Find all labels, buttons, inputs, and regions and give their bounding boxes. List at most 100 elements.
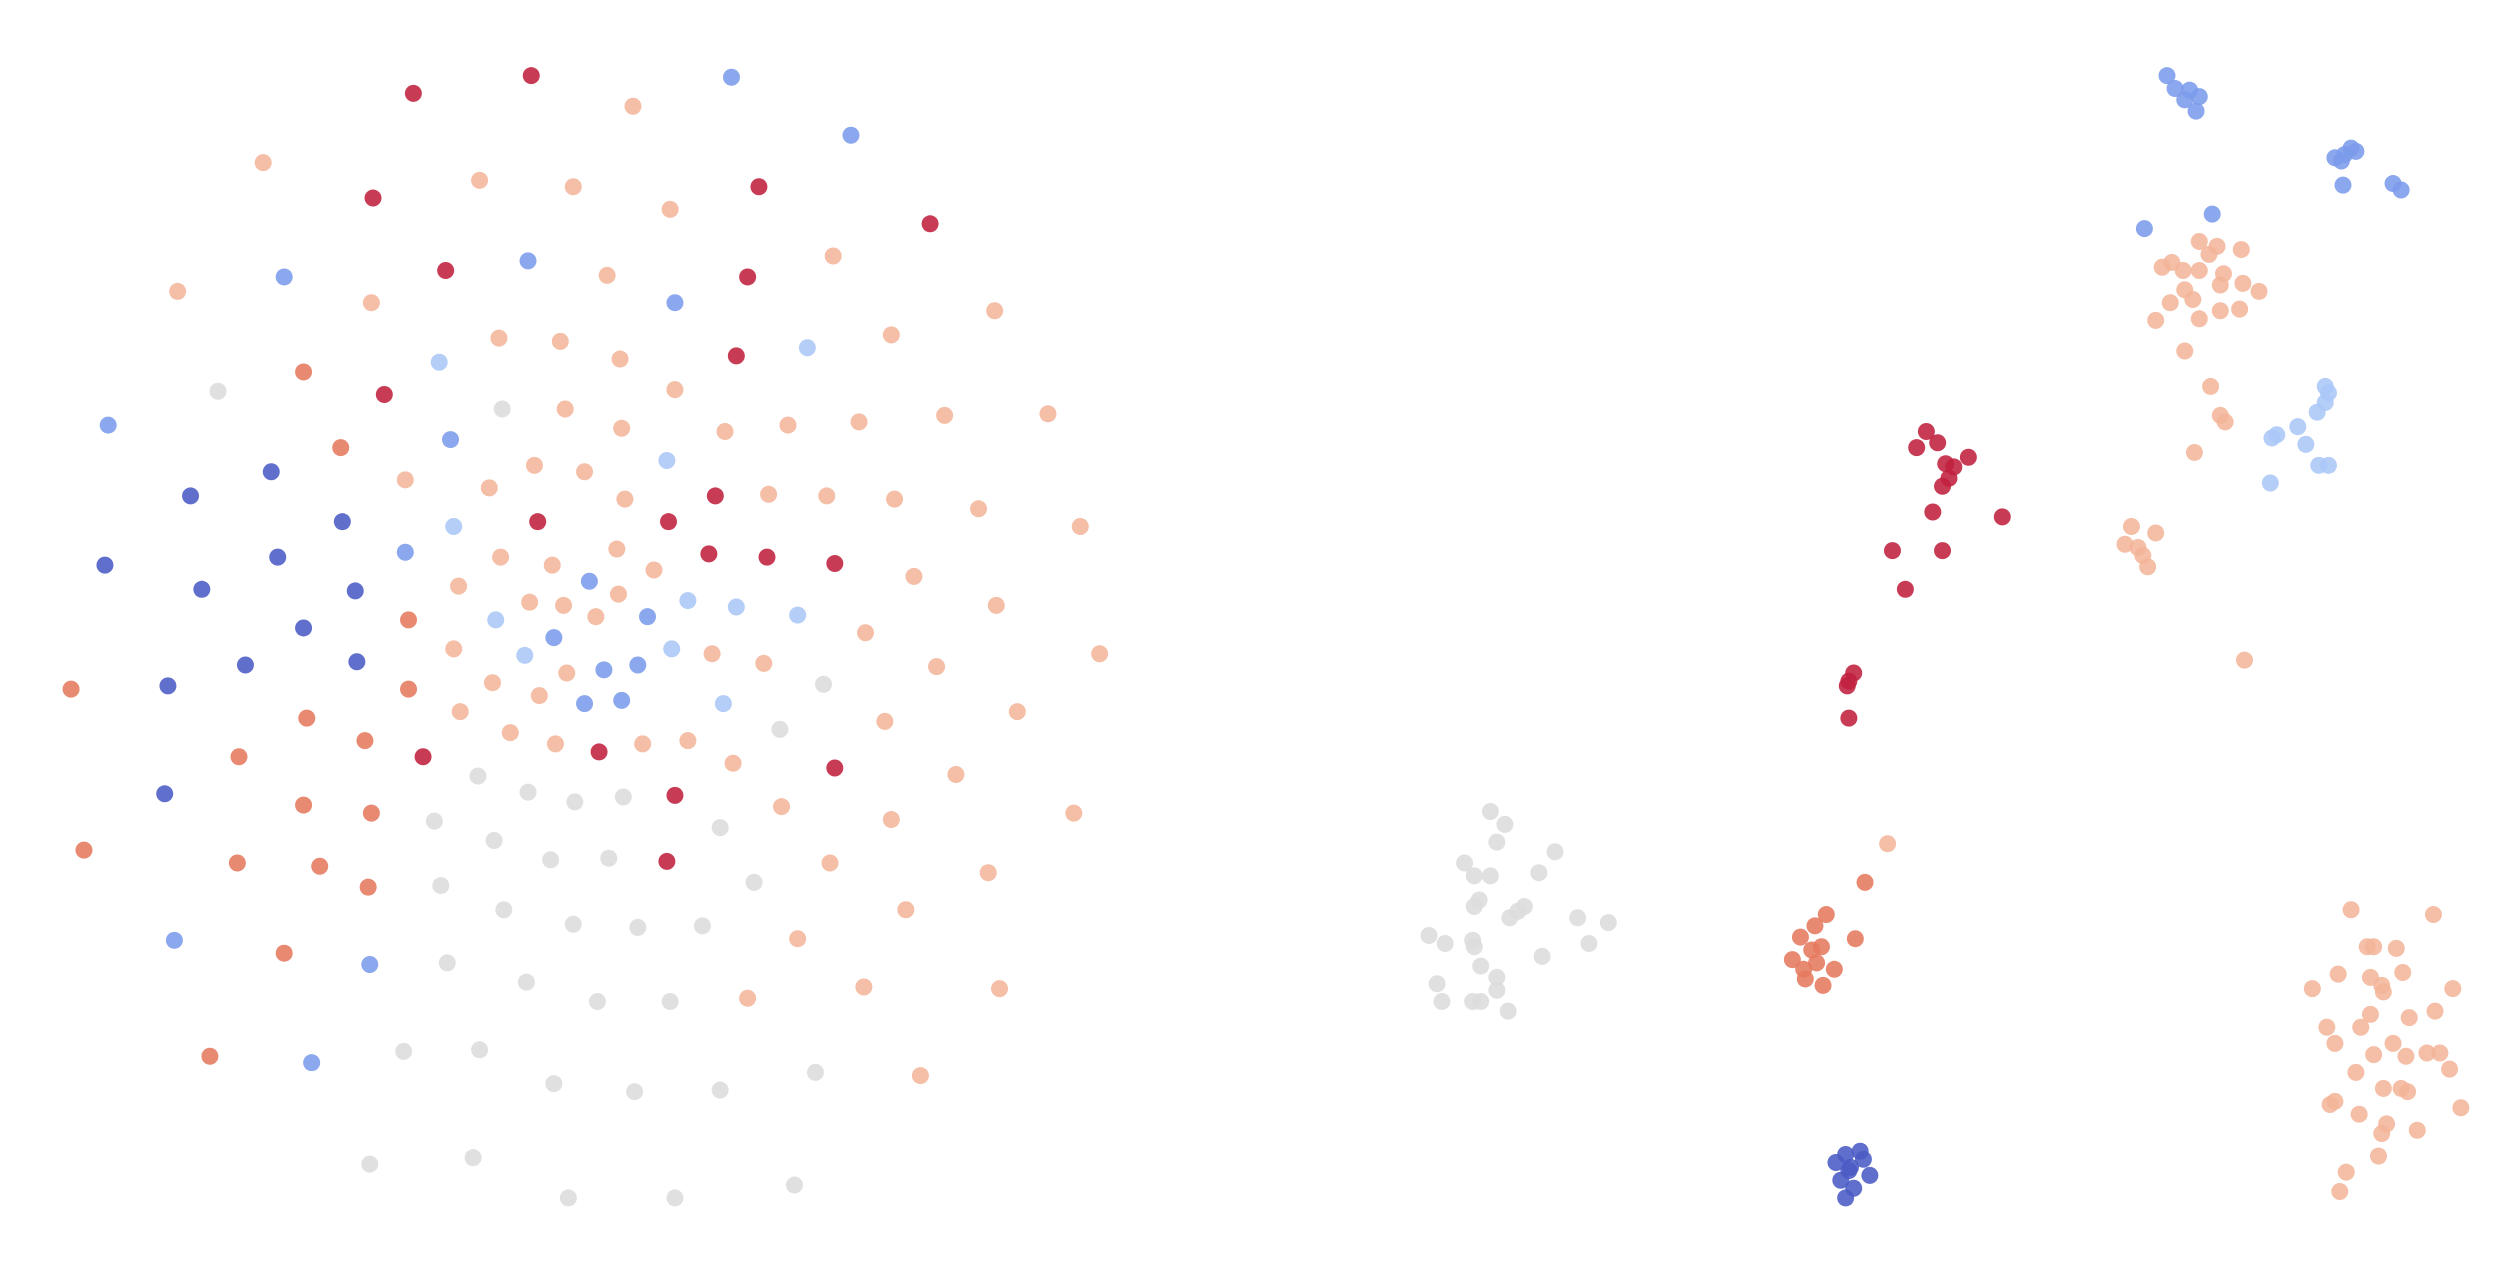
- point: [1420, 926, 1438, 944]
- point: [2139, 558, 2157, 576]
- point: [1814, 976, 1832, 994]
- point: [789, 606, 807, 624]
- point: [706, 487, 724, 505]
- point: [159, 677, 177, 695]
- point: [1436, 935, 1454, 953]
- point: [62, 680, 80, 698]
- point: [798, 339, 816, 357]
- point: [262, 463, 280, 481]
- point: [1488, 968, 1506, 986]
- point: [99, 416, 117, 434]
- point: [564, 178, 582, 196]
- point: [2203, 205, 2221, 223]
- point: [2361, 1005, 2379, 1023]
- point: [928, 658, 946, 676]
- point: [1065, 804, 1083, 822]
- point: [400, 680, 418, 698]
- point: [2231, 300, 2249, 318]
- point: [182, 487, 200, 505]
- point: [616, 490, 634, 508]
- point: [666, 381, 684, 399]
- point: [661, 992, 679, 1010]
- point: [359, 878, 377, 896]
- point: [156, 785, 174, 803]
- point: [2332, 152, 2350, 170]
- point: [947, 765, 965, 783]
- point: [1515, 898, 1533, 916]
- point: [2187, 102, 2205, 120]
- point: [2211, 276, 2229, 294]
- point: [487, 611, 505, 629]
- point: [1470, 891, 1488, 909]
- point: [545, 629, 563, 647]
- point: [2384, 1034, 2402, 1052]
- point: [857, 624, 875, 642]
- point: [1934, 477, 1952, 495]
- point: [724, 754, 742, 772]
- point: [1879, 835, 1897, 853]
- point: [485, 831, 503, 849]
- point: [2289, 418, 2307, 436]
- point: [658, 852, 676, 870]
- point: [727, 347, 745, 365]
- point: [1008, 703, 1026, 721]
- point: [209, 382, 227, 400]
- point: [2334, 176, 2352, 194]
- point: [1854, 1150, 1872, 1168]
- point: [826, 555, 844, 573]
- point: [1481, 803, 1499, 821]
- point: [806, 1063, 824, 1081]
- point: [295, 619, 313, 637]
- point: [1959, 448, 1977, 466]
- point: [348, 653, 366, 671]
- point: [201, 1047, 219, 1065]
- point: [666, 1189, 684, 1207]
- point: [576, 695, 594, 713]
- point: [758, 548, 776, 566]
- point: [2308, 403, 2326, 421]
- point: [2365, 1046, 2383, 1064]
- point: [629, 918, 647, 936]
- point: [2408, 1121, 2426, 1139]
- point: [521, 593, 539, 611]
- point: [1827, 1154, 1845, 1172]
- point: [722, 68, 740, 86]
- point: [2441, 1060, 2459, 1078]
- point: [2208, 237, 2226, 255]
- point: [375, 385, 393, 403]
- point: [2347, 142, 2365, 160]
- point: [970, 500, 988, 518]
- point: [492, 548, 510, 566]
- point: [400, 611, 418, 629]
- point: [2387, 939, 2405, 957]
- point: [2211, 302, 2229, 320]
- point: [911, 1067, 929, 1085]
- point: [598, 266, 616, 284]
- point: [2190, 233, 2208, 251]
- point: [1433, 992, 1451, 1010]
- point: [2400, 1009, 2418, 1027]
- point: [1832, 1171, 1850, 1189]
- point: [361, 955, 379, 973]
- point: [430, 353, 448, 371]
- point: [2190, 310, 2208, 328]
- point: [396, 543, 414, 561]
- point: [558, 664, 576, 682]
- point: [1546, 843, 1564, 861]
- point: [745, 873, 763, 891]
- point: [525, 456, 543, 474]
- point: [169, 282, 187, 300]
- point: [193, 580, 211, 598]
- point: [739, 989, 757, 1007]
- point: [2135, 220, 2153, 238]
- point: [613, 419, 631, 437]
- point: [1783, 951, 1801, 969]
- point: [2452, 1099, 2470, 1117]
- point: [2426, 1002, 2444, 1020]
- point: [663, 640, 681, 658]
- point: [716, 423, 734, 441]
- point: [645, 561, 663, 579]
- point: [2444, 980, 2462, 998]
- point: [2418, 1044, 2436, 1062]
- point: [2190, 262, 2208, 280]
